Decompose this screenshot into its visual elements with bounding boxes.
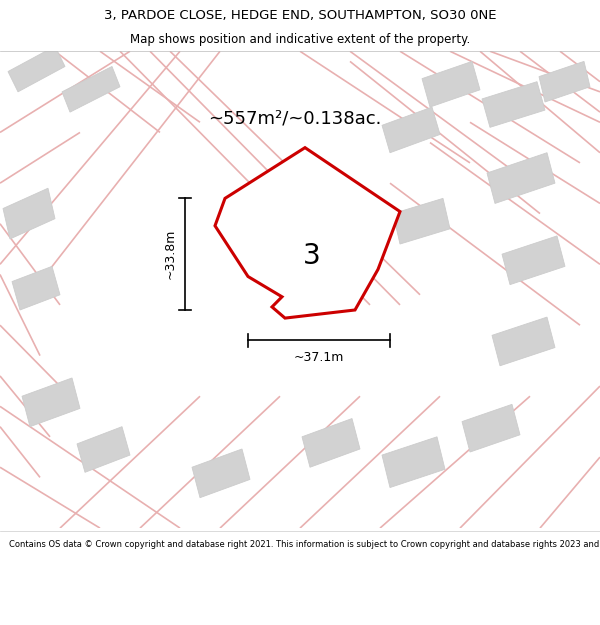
Polygon shape [393, 198, 450, 244]
Polygon shape [3, 188, 55, 239]
Polygon shape [482, 82, 545, 127]
Polygon shape [22, 378, 80, 427]
Polygon shape [462, 404, 520, 452]
Polygon shape [8, 46, 65, 92]
Polygon shape [487, 152, 555, 204]
Polygon shape [192, 449, 250, 498]
Polygon shape [502, 236, 565, 284]
Text: ~37.1m: ~37.1m [294, 351, 344, 364]
Polygon shape [12, 266, 60, 310]
Polygon shape [302, 419, 360, 468]
Polygon shape [422, 61, 480, 107]
Polygon shape [492, 317, 555, 366]
Text: Map shows position and indicative extent of the property.: Map shows position and indicative extent… [130, 34, 470, 46]
Polygon shape [62, 66, 120, 112]
Text: Contains OS data © Crown copyright and database right 2021. This information is : Contains OS data © Crown copyright and d… [9, 540, 600, 549]
Polygon shape [539, 61, 590, 102]
Polygon shape [77, 427, 130, 472]
Polygon shape [382, 107, 440, 152]
Text: Pardoe Close: Pardoe Close [235, 252, 295, 301]
Text: 3, PARDOE CLOSE, HEDGE END, SOUTHAMPTON, SO30 0NE: 3, PARDOE CLOSE, HEDGE END, SOUTHAMPTON,… [104, 9, 496, 22]
Text: ~33.8m: ~33.8m [164, 229, 177, 279]
Polygon shape [215, 148, 400, 318]
Text: ~557m²/~0.138ac.: ~557m²/~0.138ac. [208, 109, 382, 128]
Polygon shape [382, 437, 445, 488]
Text: 3: 3 [302, 242, 320, 270]
